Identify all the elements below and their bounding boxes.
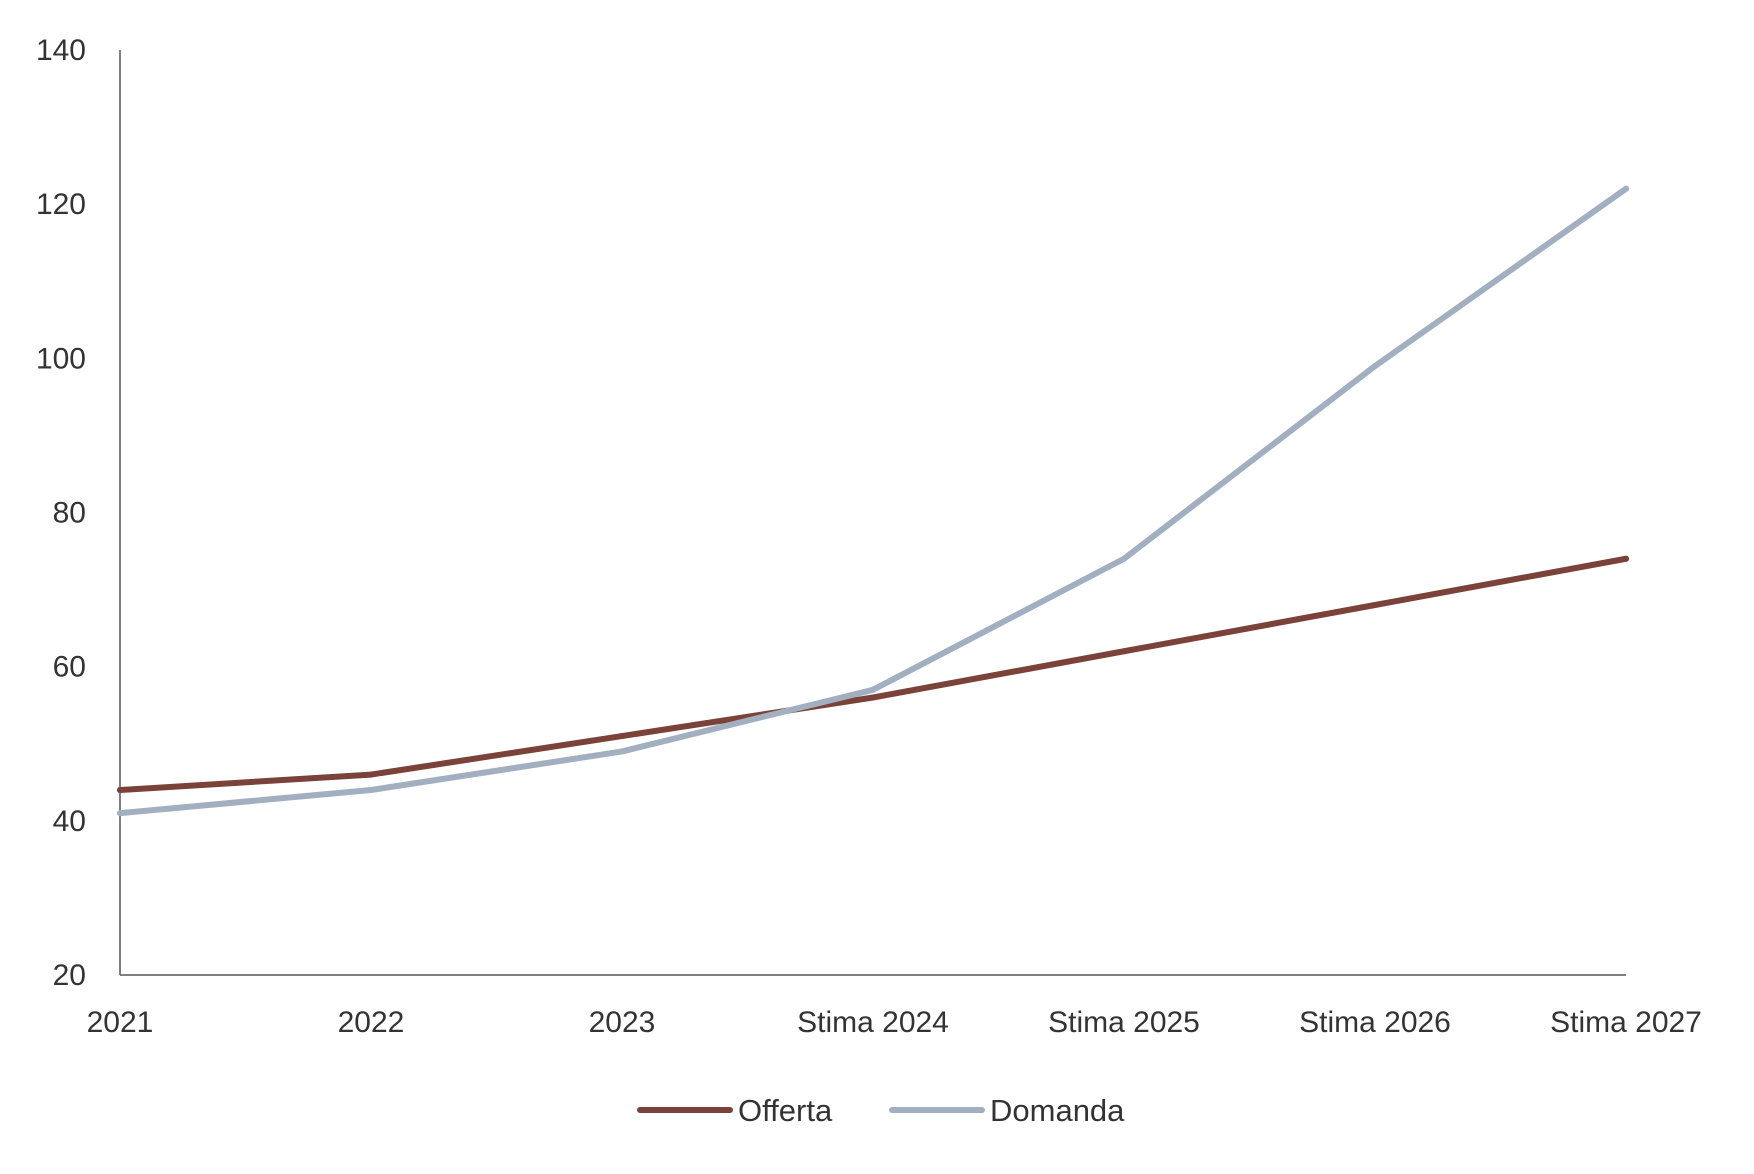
data-point-offerta bbox=[619, 733, 625, 740]
x-axis-ticks: 2021 2022 2023 Stima 2024 Stima 2025 Stima 20… bbox=[87, 1006, 1702, 1039]
y-tick-label: 80 bbox=[53, 497, 86, 530]
data-point-offerta bbox=[870, 694, 876, 701]
x-tick-label: Stima 2026 bbox=[1299, 1006, 1451, 1039]
y-tick-label: 100 bbox=[36, 342, 86, 375]
x-tick-label: 2021 bbox=[87, 1006, 154, 1039]
data-point-domanda bbox=[368, 787, 374, 793]
data-point-offerta bbox=[1623, 555, 1629, 562]
y-tick-label: 60 bbox=[53, 651, 86, 684]
x-tick-label: 2022 bbox=[338, 1006, 405, 1039]
x-tick-label: 2023 bbox=[589, 1006, 656, 1039]
y-tick-label: 20 bbox=[53, 959, 86, 992]
x-tick-label: Stima 2024 bbox=[797, 1006, 949, 1039]
data-point-domanda bbox=[117, 810, 123, 817]
data-point-offerta bbox=[1372, 602, 1378, 608]
data-point-offerta bbox=[117, 787, 123, 793]
x-tick-label: Stima 2027 bbox=[1550, 1006, 1702, 1039]
y-tick-label: 120 bbox=[36, 188, 86, 221]
series-line-offerta bbox=[117, 555, 1629, 793]
y-tick-label: 40 bbox=[53, 805, 86, 838]
legend-label-domanda: Domanda bbox=[990, 1093, 1125, 1128]
data-point-domanda bbox=[1372, 363, 1378, 370]
data-point-domanda bbox=[870, 686, 876, 693]
data-point-offerta bbox=[368, 771, 374, 778]
data-point-domanda bbox=[1121, 555, 1127, 562]
series-lines bbox=[117, 185, 1629, 817]
legend: Offerta Domanda bbox=[637, 1093, 1125, 1128]
series-line-domanda bbox=[117, 185, 1629, 817]
data-point-offerta bbox=[1121, 648, 1127, 655]
x-tick-label: Stima 2025 bbox=[1048, 1006, 1200, 1039]
data-point-domanda bbox=[1623, 185, 1629, 192]
y-tick-label: 140 bbox=[36, 34, 86, 67]
data-point-domanda bbox=[619, 748, 625, 755]
legend-label-offerta: Offerta bbox=[738, 1093, 833, 1128]
axes bbox=[119, 50, 1626, 976]
y-axis-ticks: 20 40 60 80 100 120 140 bbox=[36, 34, 86, 992]
